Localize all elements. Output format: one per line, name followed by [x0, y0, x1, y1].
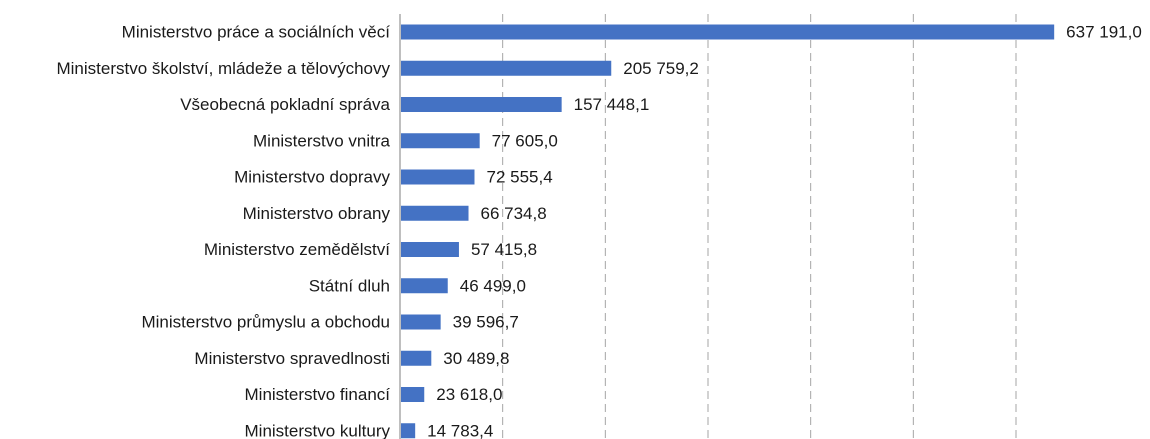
- category-label-11: Ministerstvo kultury: [245, 421, 391, 439]
- bar-5: [401, 205, 469, 221]
- value-label-6: 57 415,8: [471, 240, 537, 259]
- bar-2: [401, 97, 562, 112]
- category-label-9: Ministerstvo spravedlnosti: [194, 349, 390, 368]
- value-label-8: 39 596,7: [453, 313, 519, 332]
- category-label-0: Ministerstvo práce a sociálních věcí: [122, 23, 391, 42]
- value-label-9: 30 489,8: [443, 349, 509, 368]
- gridlines: [502, 14, 1017, 439]
- category-label-4: Ministerstvo dopravy: [234, 168, 390, 187]
- category-label-10: Ministerstvo financí: [245, 385, 391, 404]
- category-label-8: Ministerstvo průmyslu a obchodu: [141, 313, 390, 332]
- bar-11: [401, 423, 416, 439]
- value-label-0: 637 191,0: [1066, 23, 1142, 42]
- bar-10: [401, 387, 425, 402]
- value-label-2: 157 448,1: [574, 95, 650, 114]
- bar-1: [401, 60, 612, 76]
- bar-8: [401, 314, 441, 330]
- category-label-5: Ministerstvo obrany: [243, 204, 391, 223]
- bar-7: [401, 278, 448, 294]
- value-label-7: 46 499,0: [460, 276, 526, 295]
- bar-0: [401, 24, 1055, 40]
- value-label-11: 14 783,4: [427, 421, 493, 439]
- category-label-2: Všeobecná pokladní správa: [180, 95, 390, 114]
- value-label-3: 77 605,0: [492, 131, 558, 150]
- value-labels: 637 191,0 205 759,2 157 448,1 77 605,0 72 55…: [427, 23, 1142, 439]
- value-label-1: 205 759,2: [623, 59, 699, 78]
- bar-4: [401, 169, 475, 185]
- category-label-7: Státní dluh: [309, 276, 390, 295]
- bars: [401, 24, 1055, 439]
- category-label-1: Ministerstvo školství, mládeže a tělovýc…: [56, 59, 390, 78]
- category-label-6: Ministerstvo zemědělství: [204, 240, 390, 259]
- value-label-4: 72 555,4: [486, 168, 552, 187]
- category-label-3: Ministerstvo vnitra: [253, 131, 391, 150]
- value-label-10: 23 618,0: [436, 385, 502, 404]
- bar-3: [401, 133, 480, 149]
- bar-6: [401, 242, 459, 257]
- category-labels: Ministerstvo práce a sociálních věcí Mini…: [56, 23, 390, 439]
- bar-9: [401, 350, 432, 366]
- value-label-5: 66 734,8: [481, 204, 547, 223]
